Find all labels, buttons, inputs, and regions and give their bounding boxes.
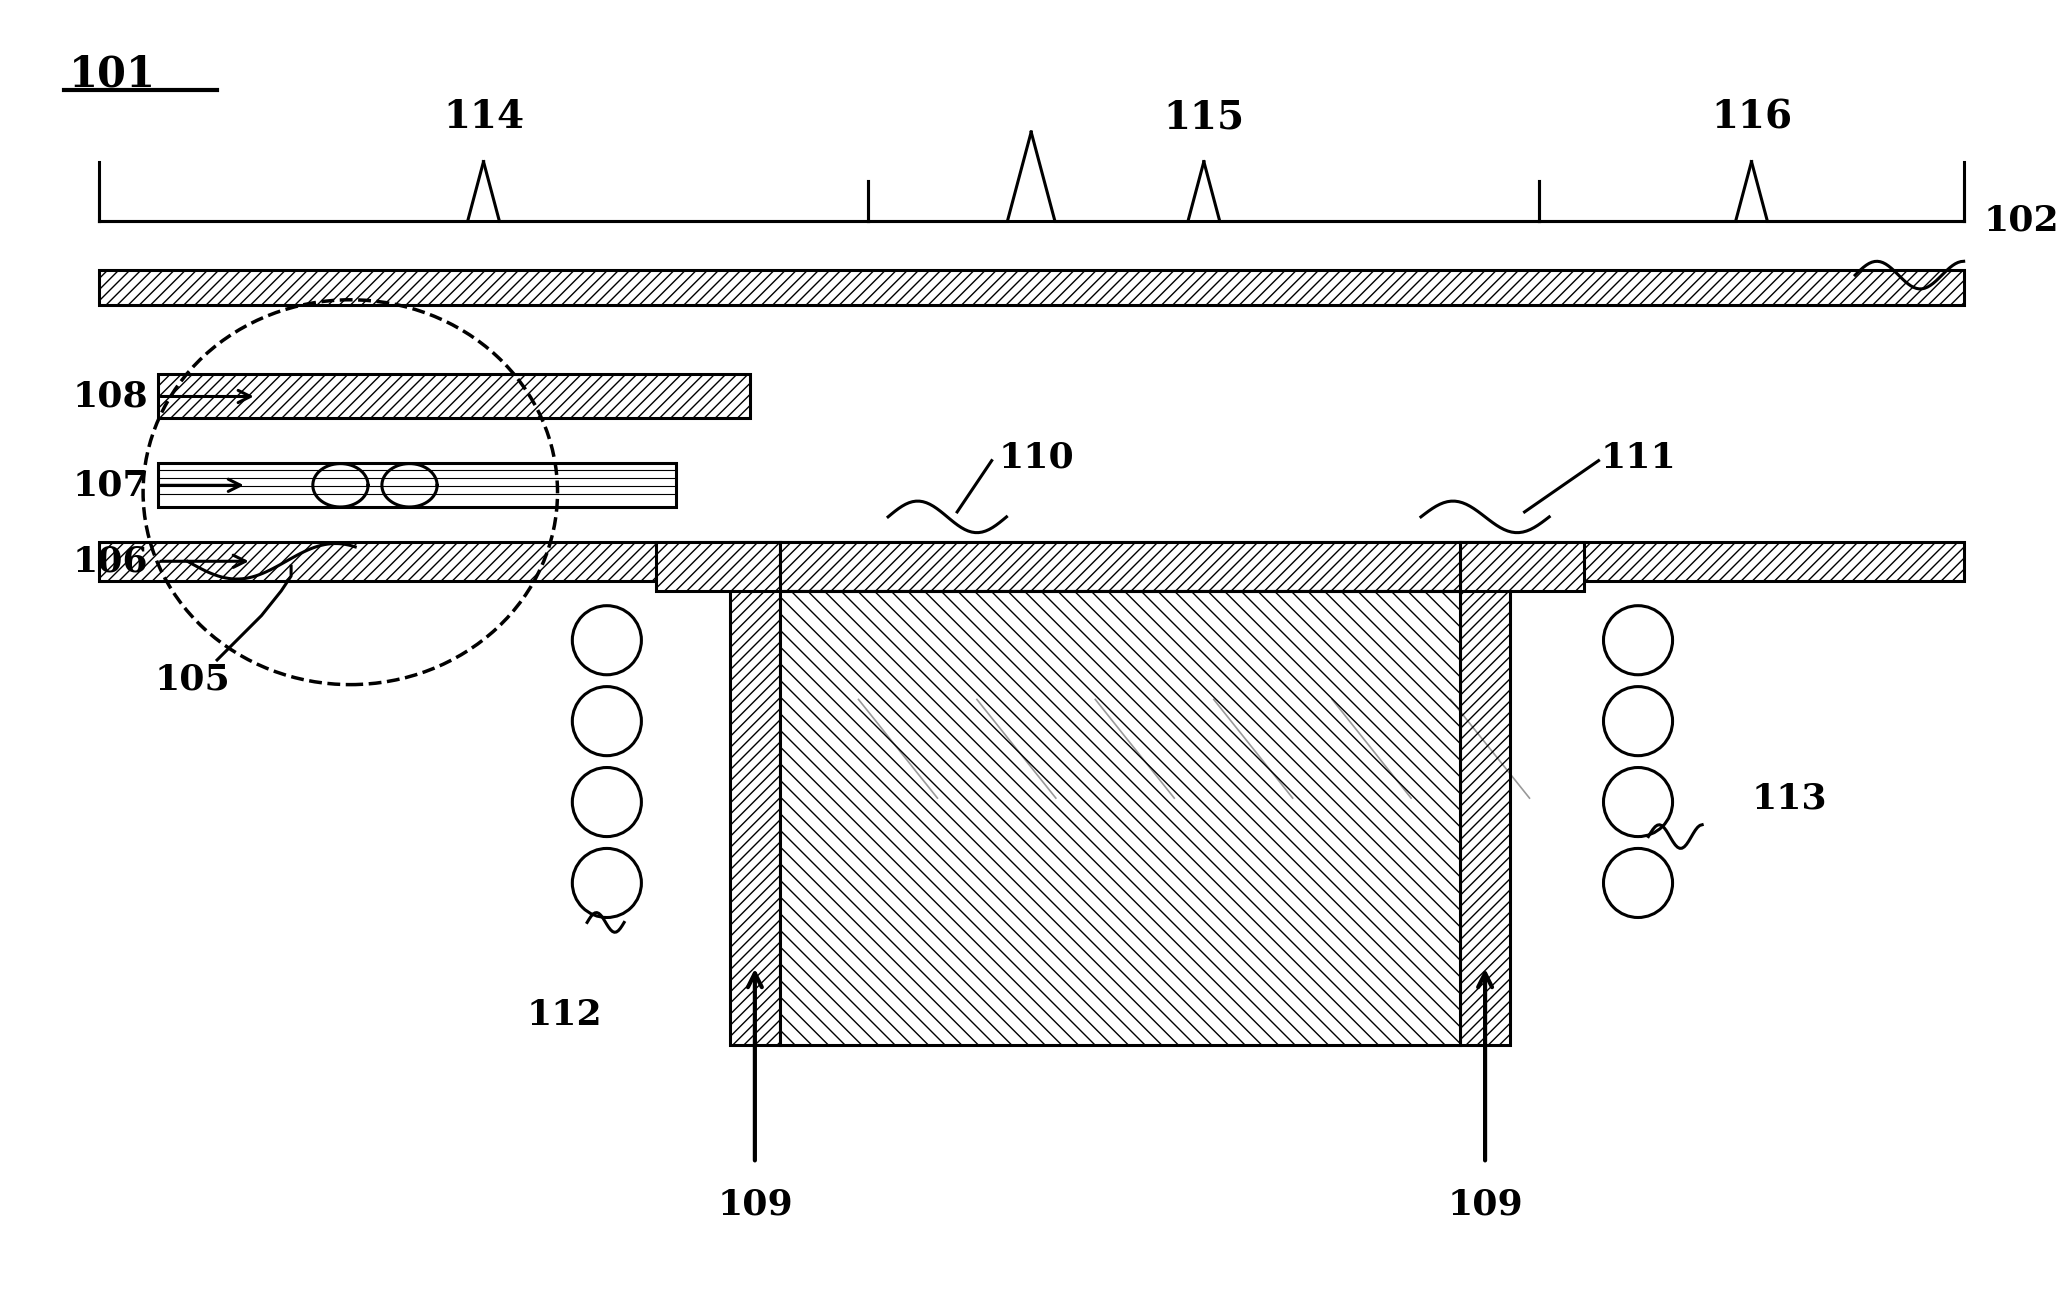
Text: 106: 106 <box>72 545 149 578</box>
Text: 111: 111 <box>1601 441 1676 475</box>
Bar <box>1461 541 1510 1045</box>
Text: 113: 113 <box>1752 781 1826 815</box>
Bar <box>157 374 750 419</box>
Text: 109: 109 <box>717 1188 793 1222</box>
Text: 102: 102 <box>1983 204 2060 238</box>
Bar <box>729 541 779 1045</box>
Bar <box>99 541 1963 582</box>
Bar <box>779 591 1461 1045</box>
Bar <box>1461 541 1585 591</box>
Text: 101: 101 <box>68 53 157 95</box>
Bar <box>657 541 779 591</box>
Text: 115: 115 <box>1163 98 1244 137</box>
Text: 114: 114 <box>442 98 525 137</box>
Text: 105: 105 <box>155 663 229 697</box>
Text: 109: 109 <box>1448 1188 1523 1222</box>
Text: 110: 110 <box>998 441 1074 475</box>
Text: 112: 112 <box>527 998 601 1032</box>
Bar <box>779 541 1461 591</box>
Text: 107: 107 <box>72 469 149 503</box>
Bar <box>99 270 1963 305</box>
Text: 108: 108 <box>72 379 149 414</box>
Bar <box>157 462 676 507</box>
Text: 116: 116 <box>1711 98 1791 137</box>
